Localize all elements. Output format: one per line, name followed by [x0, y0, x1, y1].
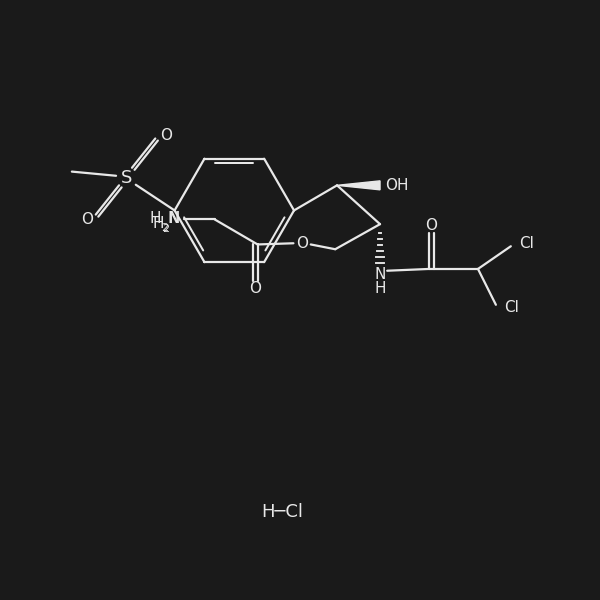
Polygon shape	[337, 181, 380, 190]
Text: H: H	[150, 211, 161, 226]
Text: Cl: Cl	[505, 299, 520, 314]
Text: N: N	[167, 211, 178, 226]
Text: OH: OH	[385, 178, 409, 193]
Text: H: H	[153, 216, 164, 231]
Text: Cl: Cl	[520, 236, 535, 251]
Text: H─Cl: H─Cl	[261, 503, 303, 521]
Text: N: N	[168, 211, 179, 226]
Text: O: O	[160, 128, 172, 143]
Text: O: O	[425, 218, 437, 233]
Text: O: O	[296, 236, 308, 251]
Text: H: H	[374, 281, 386, 296]
Text: N: N	[374, 268, 386, 283]
Text: 2: 2	[161, 223, 168, 233]
Text: O: O	[249, 281, 261, 296]
Text: 2: 2	[162, 224, 169, 234]
Text: S: S	[121, 169, 133, 187]
Text: O: O	[82, 212, 94, 227]
